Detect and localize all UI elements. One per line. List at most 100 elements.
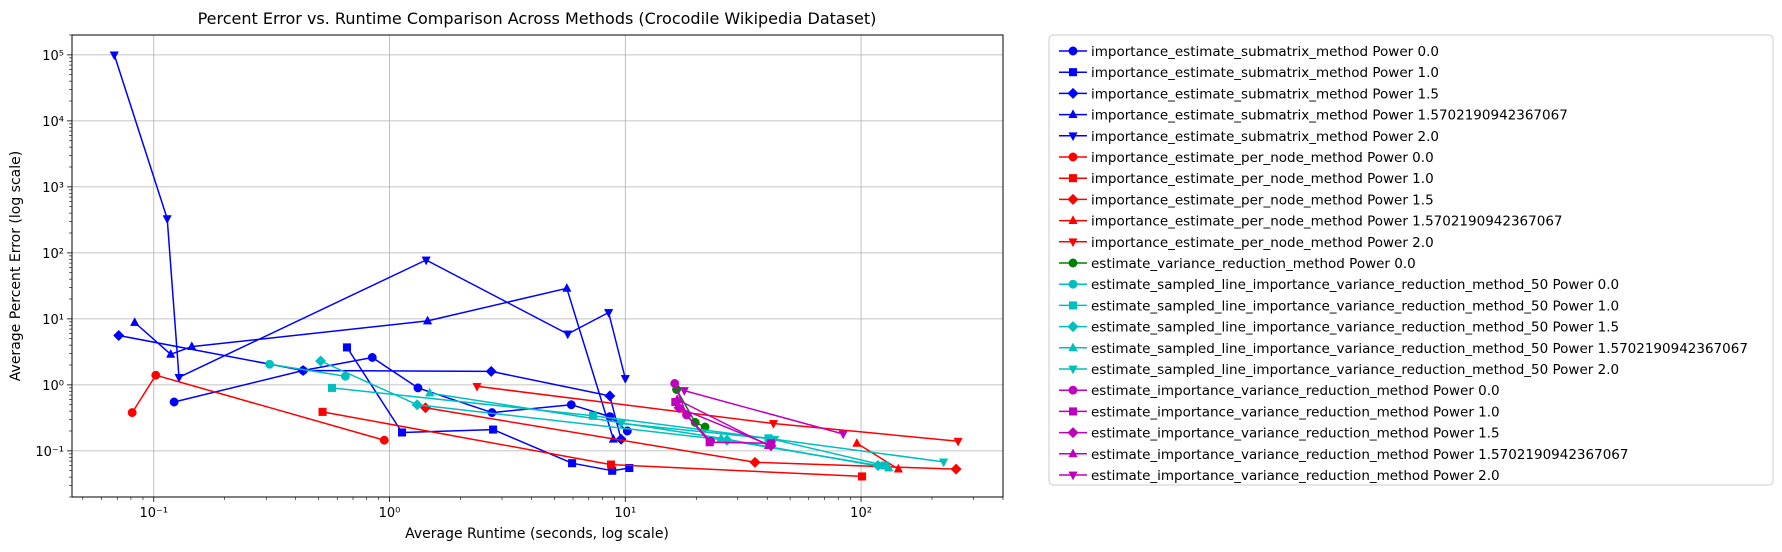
- chart-title: Percent Error vs. Runtime Comparison Acr…: [198, 9, 877, 28]
- data-point: [489, 425, 498, 434]
- data-point: [367, 353, 377, 362]
- data-point: [625, 463, 634, 473]
- legend-label: estimate_importance_variance_reduction_m…: [1091, 404, 1500, 420]
- data-point: [562, 282, 572, 292]
- legend-frame: [1048, 34, 1774, 486]
- legend-marker: [1068, 152, 1078, 162]
- series-14: [425, 387, 894, 472]
- legend-item: importance_estimate_per_node_method Powe…: [1059, 235, 1434, 251]
- plot-area-frame: [71, 34, 1004, 498]
- legend-item: estimate_importance_variance_reduction_m…: [1059, 468, 1500, 484]
- legend-label: importance_estimate_submatrix_method Pow…: [1091, 108, 1568, 124]
- data-point: [858, 472, 867, 481]
- legend-marker: [1068, 68, 1078, 77]
- legend-label: importance_estimate_per_node_method Powe…: [1091, 171, 1434, 187]
- data-point: [852, 437, 862, 447]
- data-point: [568, 459, 577, 468]
- y-tick-label: 10⁴: [42, 115, 64, 130]
- data-point: [109, 51, 119, 61]
- x-axis-label: Average Runtime (seconds, log scale): [405, 526, 669, 542]
- legend-marker: [1067, 426, 1079, 439]
- series-line: [856, 442, 899, 470]
- x-tick-label: 10⁰: [379, 506, 401, 521]
- series-6: [318, 407, 867, 481]
- series-line: [684, 389, 844, 435]
- series-line: [331, 387, 885, 467]
- data-point: [749, 456, 761, 468]
- legend-item: importance_estimate_per_node_method Powe…: [1059, 214, 1563, 230]
- legend-marker: [1068, 258, 1078, 268]
- legend-item: importance_estimate_per_node_method Powe…: [1059, 150, 1434, 166]
- x-tick-label: 10¹: [614, 506, 636, 521]
- legend-marker: [1068, 174, 1078, 183]
- data-point: [893, 463, 904, 473]
- data-point: [411, 399, 423, 411]
- data-point: [413, 383, 423, 393]
- data-point: [716, 432, 726, 442]
- data-point: [589, 411, 598, 420]
- legend-item: importance_estimate_submatrix_method Pow…: [1059, 108, 1568, 124]
- y-tick-label: 10⁵: [42, 49, 64, 64]
- data-point: [679, 387, 689, 396]
- legend-item: estimate_sampled_line_importance_varianc…: [1059, 298, 1619, 314]
- legend-item: estimate_variance_reduction_method Power…: [1059, 256, 1416, 272]
- data-point: [265, 359, 275, 369]
- legend-marker: [1068, 471, 1078, 481]
- legend-marker: [1067, 87, 1079, 100]
- legend-marker: [1068, 365, 1078, 375]
- legend-label: estimate_importance_variance_reduction_m…: [1091, 447, 1628, 463]
- data-point: [421, 256, 431, 266]
- series-11: [265, 359, 350, 381]
- series-line: [269, 363, 346, 378]
- ticks: 10⁻¹ 10⁰ 10¹ 10² 10⁻¹ 10⁰ 10¹ 10² 10³ 10⁴ 10⁵: [35, 34, 1004, 521]
- data-point: [318, 407, 327, 416]
- data-point: [607, 460, 616, 469]
- data-point: [485, 365, 497, 377]
- data-point: [763, 440, 774, 450]
- data-point: [672, 394, 682, 403]
- data-point: [342, 343, 352, 352]
- data-point: [673, 402, 685, 414]
- data-point: [620, 375, 630, 384]
- legend-item: estimate_importance_variance_reduction_m…: [1059, 426, 1500, 442]
- legend-marker: [1068, 46, 1078, 56]
- data-point: [314, 355, 327, 367]
- legend-marker: [1068, 132, 1078, 142]
- legend-marker: [1068, 109, 1078, 118]
- series-20: [679, 387, 848, 440]
- data-point: [939, 458, 949, 468]
- series-layer: [109, 51, 963, 481]
- data-point: [690, 417, 700, 427]
- legend-item: estimate_importance_variance_reduction_m…: [1059, 383, 1500, 399]
- grid: [72, 35, 1003, 497]
- legend-marker: [1068, 215, 1078, 224]
- series-2: [113, 329, 627, 445]
- series-4: [109, 51, 630, 384]
- legend-item: importance_estimate_submatrix_method Pow…: [1059, 65, 1439, 81]
- legend-label: importance_estimate_per_node_method Powe…: [1091, 150, 1434, 166]
- legend-item: importance_estimate_submatrix_method Pow…: [1059, 44, 1439, 60]
- data-point: [187, 341, 197, 351]
- data-point: [327, 383, 336, 392]
- series-10: [672, 385, 710, 432]
- legend-marker: [1068, 407, 1078, 416]
- legend-marker: [1067, 193, 1079, 206]
- data-point: [950, 463, 962, 475]
- legend-label: estimate_importance_variance_reduction_m…: [1091, 426, 1500, 442]
- data-point: [838, 430, 848, 440]
- data-point: [604, 309, 614, 318]
- series-3: [130, 282, 618, 443]
- series-19: [672, 394, 774, 450]
- legend-item: importance_estimate_per_node_method Powe…: [1059, 171, 1434, 187]
- legend-item: estimate_sampled_line_importance_varianc…: [1059, 277, 1619, 293]
- legend-label: estimate_importance_variance_reduction_m…: [1091, 468, 1500, 484]
- y-tick-label: 10¹: [42, 313, 64, 328]
- legend-marker: [1067, 320, 1079, 333]
- legend-label: estimate_variance_reduction_method Power…: [1091, 256, 1416, 272]
- legend-label: importance_estimate_per_node_method Powe…: [1091, 214, 1563, 230]
- legend-label: importance_estimate_submatrix_method Pow…: [1091, 86, 1439, 102]
- legend-label: estimate_sampled_line_importance_varianc…: [1091, 277, 1619, 293]
- data-point: [130, 317, 140, 326]
- legend-label: importance_estimate_per_node_method Powe…: [1091, 192, 1434, 208]
